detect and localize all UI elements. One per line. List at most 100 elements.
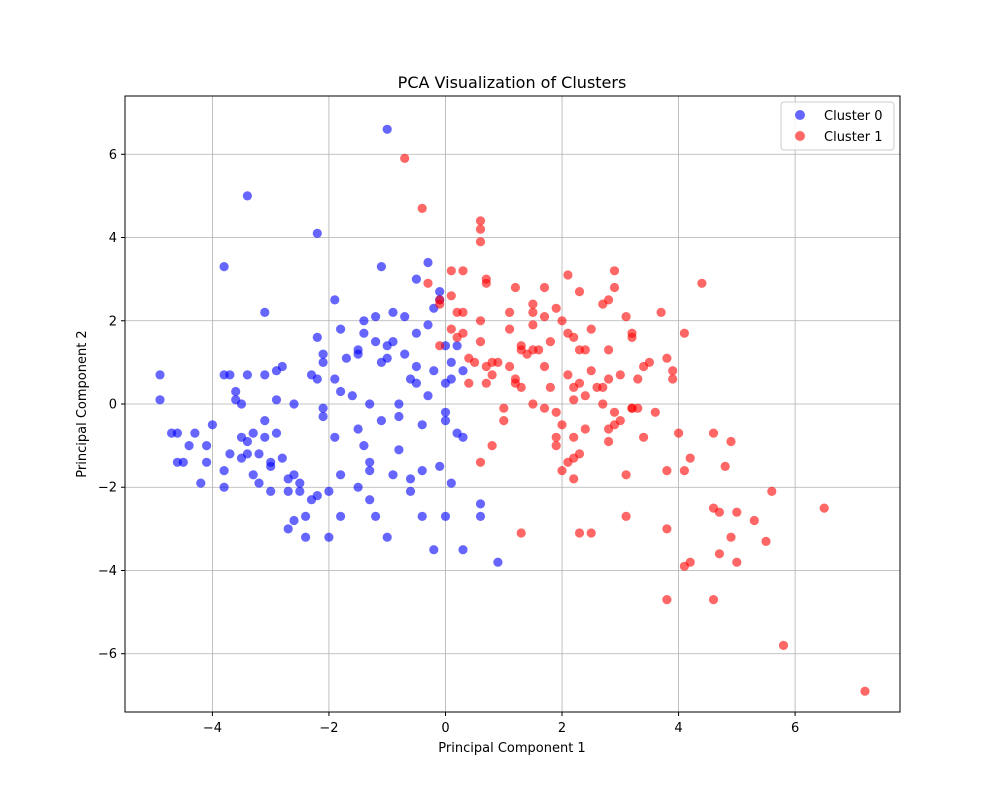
point-cluster-1 [516, 382, 526, 392]
point-cluster-1 [435, 295, 445, 305]
point-cluster-1 [644, 357, 655, 367]
point-cluster-0 [295, 486, 305, 496]
point-cluster-0 [289, 515, 299, 526]
point-cluster-1 [609, 266, 620, 276]
point-cluster-0 [202, 441, 212, 451]
point-cluster-0 [336, 470, 346, 480]
point-cluster-1 [569, 432, 579, 442]
point-cluster-0 [365, 466, 375, 476]
point-cluster-1 [481, 378, 491, 388]
chart-title: PCA Visualization of Clusters [398, 73, 627, 92]
point-cluster-0 [359, 328, 369, 338]
point-cluster-1 [668, 366, 678, 376]
point-cluster-1 [551, 407, 561, 417]
point-cluster-0 [446, 357, 456, 367]
point-cluster-0 [376, 416, 386, 426]
point-cluster-0 [371, 337, 381, 347]
point-cluster-0 [359, 316, 369, 326]
point-cluster-1 [679, 466, 690, 476]
point-cluster-1 [563, 270, 573, 280]
point-cluster-0 [475, 499, 486, 509]
point-cluster-1 [574, 449, 585, 459]
x-axis-label: Principal Component 1 [438, 741, 585, 756]
point-cluster-0 [196, 478, 206, 488]
y-tick-label: −2 [98, 481, 117, 496]
point-cluster-1 [674, 428, 684, 438]
point-cluster-1 [458, 307, 468, 317]
point-cluster-1 [732, 557, 742, 567]
point-cluster-1 [574, 287, 585, 297]
point-cluster-1 [604, 436, 614, 447]
point-cluster-1 [516, 528, 526, 538]
grid-lines [125, 96, 900, 712]
legend-label-cluster-0: Cluster 0 [824, 109, 883, 124]
y-tick-label: 2 [109, 314, 117, 329]
point-cluster-1 [586, 324, 596, 334]
point-cluster-0 [242, 449, 252, 459]
point-cluster-0 [423, 391, 433, 401]
point-cluster-0 [318, 357, 328, 367]
point-cluster-1 [551, 303, 561, 313]
point-cluster-1 [604, 374, 614, 384]
point-cluster-1 [446, 324, 456, 334]
point-cluster-0 [417, 420, 427, 430]
y-tick-label: 0 [109, 398, 117, 413]
point-cluster-0 [382, 124, 392, 134]
point-cluster-0 [260, 432, 270, 442]
point-cluster-1 [475, 316, 486, 326]
point-cluster-1 [499, 403, 509, 413]
point-cluster-0 [411, 378, 421, 388]
point-cluster-0 [242, 436, 252, 447]
point-cluster-1 [417, 203, 427, 213]
point-cluster-1 [528, 307, 538, 317]
point-cluster-1 [510, 282, 520, 293]
point-cluster-1 [539, 361, 550, 372]
point-cluster-1 [662, 595, 672, 605]
point-cluster-0 [429, 366, 439, 376]
point-cluster-1 [580, 424, 590, 434]
point-cluster-0 [254, 449, 264, 459]
point-cluster-1 [627, 328, 637, 338]
point-cluster-1 [668, 374, 678, 384]
point-cluster-1 [639, 432, 649, 442]
point-cluster-1 [446, 291, 456, 301]
point-cluster-1 [586, 366, 596, 376]
point-cluster-0 [277, 361, 287, 372]
point-cluster-1 [487, 441, 497, 451]
point-cluster-0 [231, 386, 241, 397]
point-cluster-0 [254, 478, 264, 488]
point-cluster-0 [417, 511, 427, 521]
point-cluster-1 [621, 312, 631, 322]
point-cluster-1 [574, 528, 585, 538]
point-cluster-1 [580, 391, 590, 401]
point-cluster-1 [539, 282, 550, 293]
point-cluster-0 [347, 391, 357, 401]
point-cluster-1 [714, 507, 725, 517]
point-cluster-1 [458, 266, 468, 276]
x-tick-label: 0 [441, 721, 449, 736]
point-cluster-1 [487, 370, 497, 380]
point-cluster-1 [499, 416, 509, 426]
point-cluster-0 [312, 491, 322, 501]
point-cluster-0 [172, 428, 182, 438]
point-cluster-1 [551, 432, 561, 442]
point-cluster-1 [475, 237, 486, 247]
point-cluster-0 [155, 370, 165, 380]
point-cluster-1 [598, 382, 608, 392]
point-cluster-0 [289, 399, 299, 409]
point-cluster-0 [435, 461, 445, 471]
point-cluster-0 [248, 428, 258, 438]
point-cluster-0 [330, 295, 340, 305]
point-cluster-1 [749, 515, 759, 526]
point-cluster-0 [388, 337, 398, 347]
point-cluster-1 [714, 549, 725, 559]
point-cluster-0 [371, 511, 381, 521]
x-tick-label: 4 [674, 721, 682, 736]
point-cluster-0 [318, 403, 328, 413]
point-cluster-0 [271, 428, 282, 438]
data-points [155, 124, 870, 696]
point-cluster-1 [475, 224, 486, 234]
point-cluster-0 [219, 262, 229, 272]
point-cluster-1 [563, 370, 573, 380]
point-cluster-1 [475, 337, 486, 347]
